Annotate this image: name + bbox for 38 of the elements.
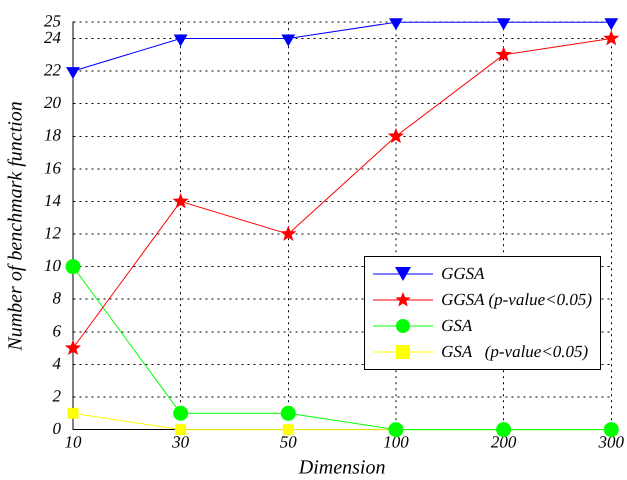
legend-label: GGSA (p-value<0.05) [441, 290, 592, 310]
legend-label: GSA [441, 316, 472, 336]
y-tick-label: 18 [44, 126, 62, 145]
y-tick-label: 10 [44, 256, 62, 276]
point [280, 406, 296, 421]
x-tick-label: 50 [280, 432, 298, 452]
point [64, 340, 82, 355]
point [175, 424, 186, 436]
y-tick-label: 4 [52, 354, 62, 373]
y-tick-label: 16 [44, 158, 62, 178]
point [173, 406, 188, 421]
point [174, 34, 188, 46]
y-tick-label: 14 [44, 190, 62, 210]
y-tick-label: 20 [44, 93, 62, 112]
x-tick-label: 100 [383, 432, 410, 452]
x-tick-label: 30 [171, 432, 190, 452]
y-tick-label: 6 [52, 321, 62, 340]
x-tick-label: 200 [490, 432, 517, 452]
y-tick-label: 8 [52, 288, 62, 308]
point [604, 18, 618, 30]
y-tick-label: 22 [44, 60, 62, 80]
x-tick-label: 10 [64, 432, 82, 452]
point [388, 422, 404, 438]
point [282, 424, 294, 436]
y-tick-label: 12 [44, 224, 62, 243]
point [66, 67, 80, 79]
y-tick-label: 2 [52, 386, 62, 406]
x-axis-title: Dimension [298, 456, 386, 478]
point [389, 18, 403, 30]
y-axis-title: Number of benchmark function [4, 101, 26, 352]
legend-label: GSA (p-value<0.05) [441, 342, 588, 362]
point [66, 259, 80, 274]
legend-label: GGSA [441, 264, 485, 284]
point [68, 408, 78, 419]
y-tick-label: 0 [52, 419, 62, 438]
point [497, 18, 510, 30]
x-tick-label: 300 [598, 432, 624, 452]
point [282, 34, 295, 46]
